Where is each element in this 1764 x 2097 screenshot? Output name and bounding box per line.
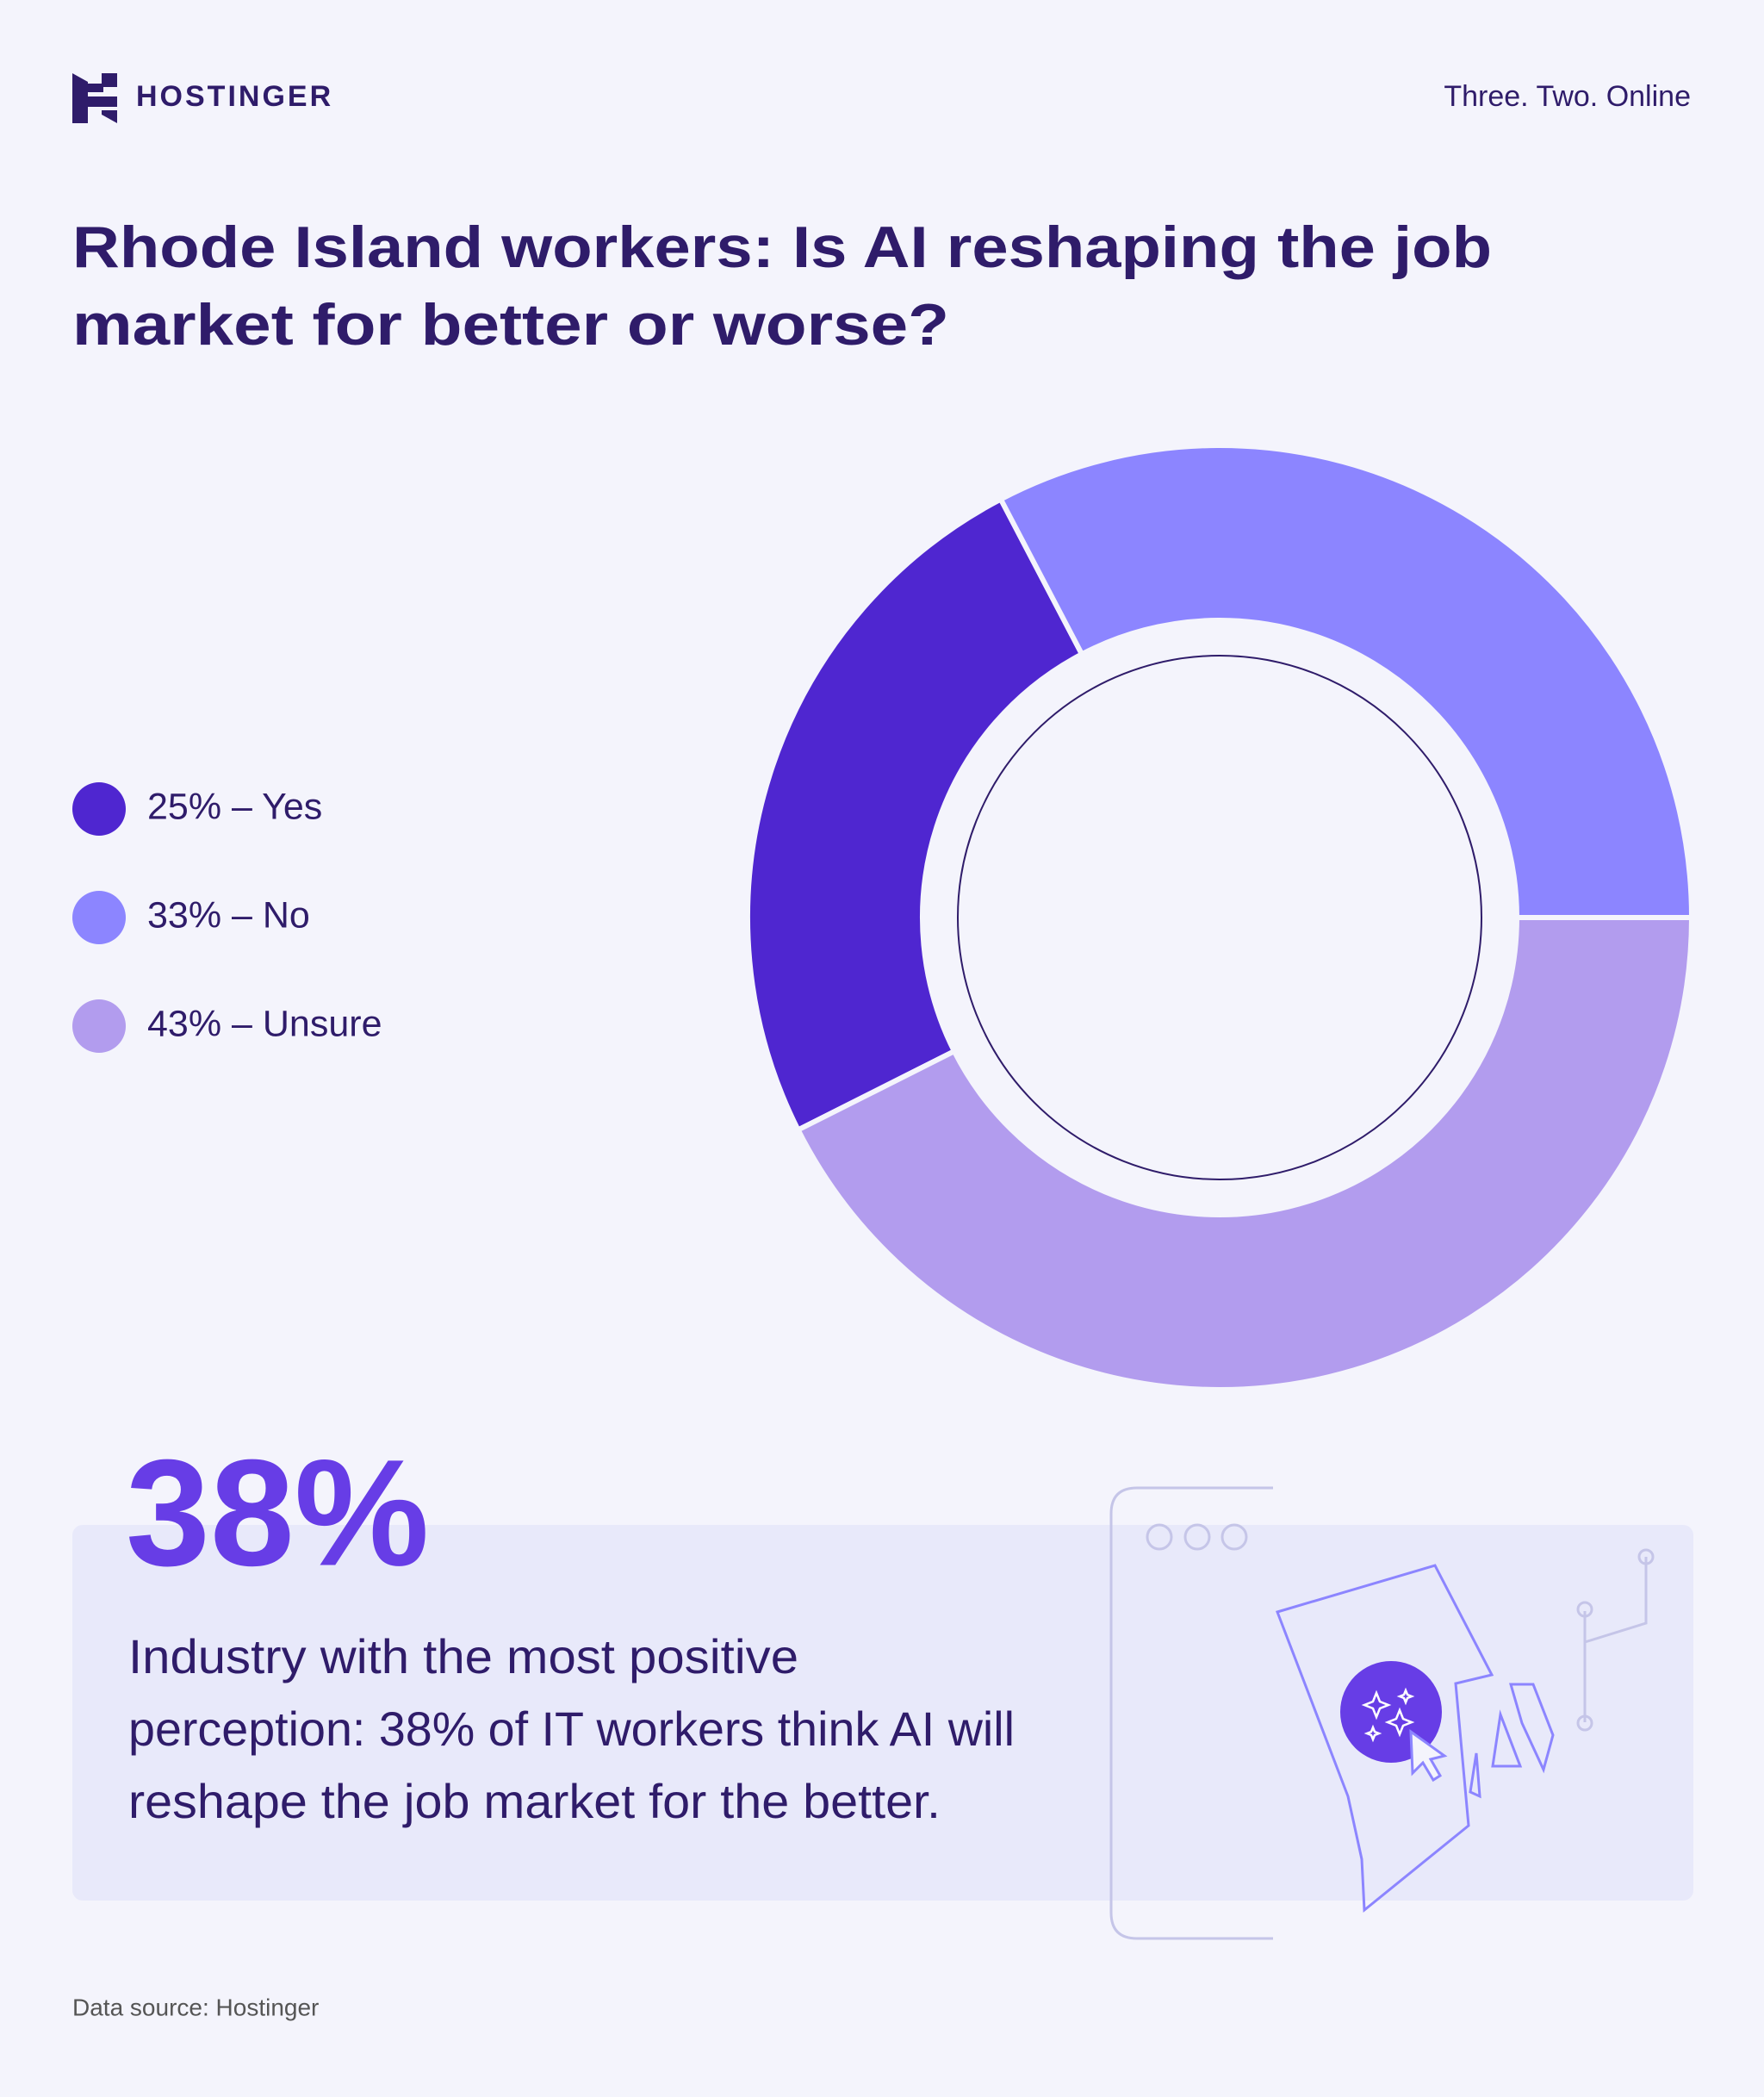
legend-label: 25% – Yes — [147, 786, 322, 827]
callout-box — [72, 1525, 1693, 1901]
legend-swatch — [72, 891, 126, 944]
callout-stat: 38% — [126, 1428, 429, 1597]
logo — [72, 73, 117, 123]
callout-text: Industry with the most positive — [128, 1629, 798, 1683]
illustration — [1109, 1486, 1655, 1940]
legend-label: 43% – Unsure — [147, 1003, 382, 1044]
chart-title: market for better or worse? — [72, 292, 949, 358]
brand: HOSTINGER — [136, 80, 333, 113]
legend: 25% – Yes 33% – No 43% – Unsure — [72, 782, 382, 1053]
callout-text: reshape the job market for the better. — [128, 1774, 941, 1828]
donut — [745, 443, 1695, 1392]
donut-segment — [794, 915, 1695, 1392]
donut-segment — [745, 495, 1086, 1134]
callout-text: perception: 38% of IT workers think AI w… — [128, 1702, 1015, 1756]
legend-swatch — [72, 782, 126, 836]
inner-ring — [957, 655, 1482, 1180]
chart-title: Rhode Island workers: Is AI reshaping th… — [72, 215, 1492, 280]
donut-segment — [997, 443, 1695, 920]
legend-swatch — [72, 999, 126, 1053]
legend-label: 33% – No — [147, 894, 310, 936]
source: Data source: Hostinger — [72, 1994, 319, 2020]
tagline: Three. Two. Online — [1444, 80, 1691, 113]
